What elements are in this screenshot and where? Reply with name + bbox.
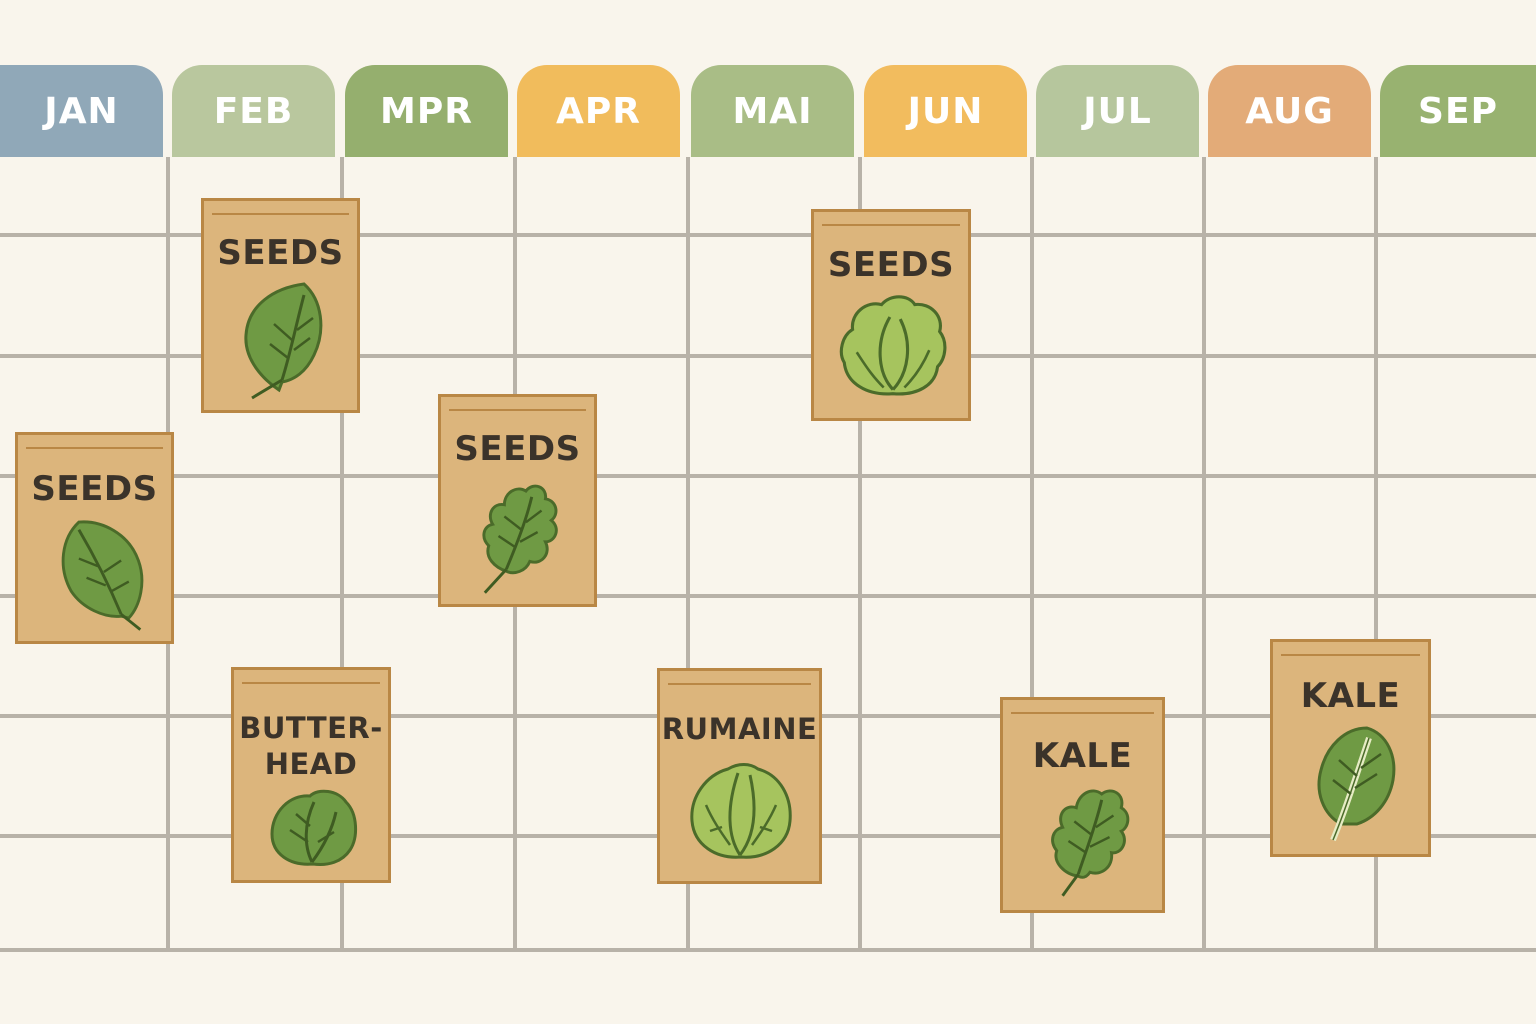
packet-label: SEEDS <box>31 469 158 509</box>
seed-packet-kale-jul[interactable]: KALE <box>1000 697 1165 913</box>
grid-column-line <box>1030 157 1034 952</box>
month-tab-feb[interactable]: FEB <box>172 65 335 157</box>
chard-leaf-icon <box>1317 726 1396 842</box>
butterhead-lettuce-icon <box>270 789 357 866</box>
kale-leaf-icon <box>1051 789 1130 897</box>
grid-row-line <box>0 354 1536 358</box>
seed-packet-spinach-feb[interactable]: SEEDS <box>201 198 360 413</box>
grid-row-line <box>0 948 1536 952</box>
packet-label: SEEDS <box>454 429 581 469</box>
grid-row-line <box>0 233 1536 237</box>
spinach-leaf-icon <box>61 520 144 631</box>
packet-label: RUMAINE <box>661 712 818 746</box>
seed-packet-romaine-mai[interactable]: RUMAINE <box>657 668 822 884</box>
month-tab-jul[interactable]: JUL <box>1036 65 1199 157</box>
month-tab-sep[interactable]: SEP <box>1380 65 1536 157</box>
seed-packet-butterhead-feb[interactable]: BUTTER- HEAD <box>231 667 391 883</box>
month-tab-apr[interactable]: APR <box>517 65 680 157</box>
grid-column-line <box>686 157 690 952</box>
packet-label: SEEDS <box>217 233 344 273</box>
month-tab-jun[interactable]: JUN <box>864 65 1027 157</box>
packet-label: KALE <box>1032 736 1133 776</box>
grid-column-line <box>1202 157 1206 952</box>
oak-leaf-lettuce-icon <box>482 484 558 594</box>
romaine-head-icon <box>690 763 792 859</box>
packet-label: KALE <box>1300 676 1401 716</box>
month-tab-aug[interactable]: AUG <box>1208 65 1371 157</box>
spinach-leaf-icon <box>244 282 323 400</box>
packet-label: SEEDS <box>827 245 955 285</box>
grid-column-line <box>858 157 862 952</box>
grid-column-line <box>340 157 344 952</box>
month-tab-jan[interactable]: JAN <box>0 65 163 157</box>
seed-packet-kale-aug[interactable]: KALE <box>1270 639 1431 857</box>
month-tab-mai[interactable]: MAI <box>691 65 854 157</box>
seed-packet-oakleaf-apr[interactable]: SEEDS <box>438 394 597 607</box>
seed-packet-spinach-jan[interactable]: SEEDS <box>15 432 174 644</box>
packet-label: BUTTER- HEAD <box>239 711 383 781</box>
seed-packet-lettuce-jun[interactable]: SEEDS <box>811 209 971 421</box>
grid-row-line <box>0 474 1536 478</box>
grid-row-line <box>0 594 1536 598</box>
lettuce-head-icon <box>839 295 947 396</box>
month-tab-mpr[interactable]: MPR <box>345 65 508 157</box>
grid-column-line <box>1374 157 1378 952</box>
